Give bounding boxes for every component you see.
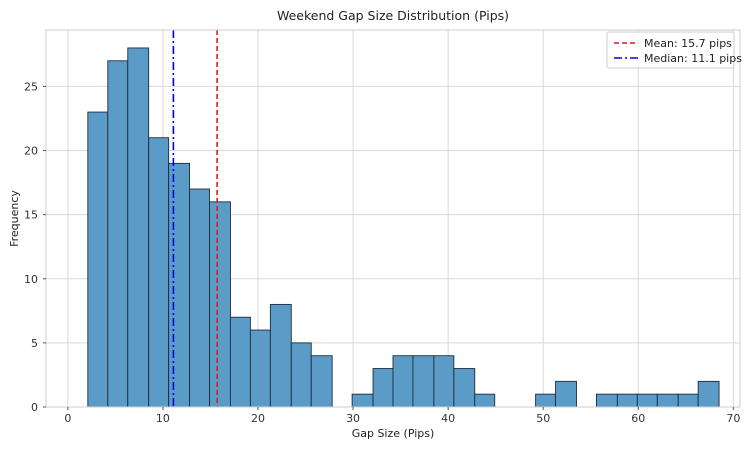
histogram-bar <box>412 355 435 408</box>
legend-label-median: Median: 11.1 pips <box>644 52 742 65</box>
reference-lines <box>172 30 218 407</box>
histogram-bar <box>636 393 658 408</box>
histogram-bar <box>656 393 679 408</box>
x-tick-label: 20 <box>251 412 265 425</box>
histogram-bar <box>433 355 455 408</box>
chart-title: Weekend Gap Size Distribution (Pips) <box>277 8 509 23</box>
histogram-bar <box>474 393 496 408</box>
y-tick-label: 10 <box>24 273 38 286</box>
histogram-bar <box>595 393 618 408</box>
histogram-bar <box>310 355 333 408</box>
histogram-bar <box>107 60 129 408</box>
histogram-bar <box>269 303 292 408</box>
y-tick-label: 15 <box>24 209 38 222</box>
histogram-bar <box>229 316 251 408</box>
legend-label-mean: Mean: 15.7 pips <box>644 37 732 50</box>
histogram-bar <box>209 201 231 408</box>
x-tick-label: 60 <box>631 412 645 425</box>
x-axis-ticks: 0 10 20 30 40 50 60 70 <box>64 407 740 425</box>
x-tick-label: 30 <box>346 412 360 425</box>
histogram-bar <box>372 368 394 408</box>
histogram-bar <box>290 342 312 408</box>
histogram-bar <box>616 393 638 408</box>
x-tick-label: 70 <box>726 412 740 425</box>
x-tick-label: 50 <box>536 412 550 425</box>
legend: Mean: 15.7 pips Median: 11.1 pips <box>606 31 742 69</box>
histogram-bar <box>87 111 109 408</box>
y-tick-label: 25 <box>24 80 38 93</box>
histogram-bars <box>87 47 720 408</box>
y-tick-label: 20 <box>24 145 38 158</box>
histogram-bar <box>351 393 374 408</box>
legend-box <box>606 31 735 69</box>
plot-frame <box>45 29 741 408</box>
histogram-bar <box>189 188 210 408</box>
y-tick-label: 5 <box>31 337 38 350</box>
histogram-bar <box>677 393 699 408</box>
histogram-bar <box>392 355 414 408</box>
histogram-bar <box>249 329 271 408</box>
y-axis-label: Frequency <box>8 190 21 247</box>
histogram-bar <box>453 368 476 408</box>
x-axis-label: Gap Size (Pips) <box>352 427 435 440</box>
histogram-bar <box>148 137 170 408</box>
x-tick-label: 40 <box>441 412 455 425</box>
histogram-bar <box>168 162 191 408</box>
y-tick-label: 0 <box>31 401 38 414</box>
histogram-bar <box>555 380 577 408</box>
histogram-bar <box>697 380 720 408</box>
x-tick-label: 0 <box>64 412 71 425</box>
y-axis-ticks: 0 5 10 15 20 25 <box>24 80 46 414</box>
x-tick-label: 10 <box>156 412 170 425</box>
histogram-bar <box>535 393 557 408</box>
histogram-bar <box>127 47 150 408</box>
